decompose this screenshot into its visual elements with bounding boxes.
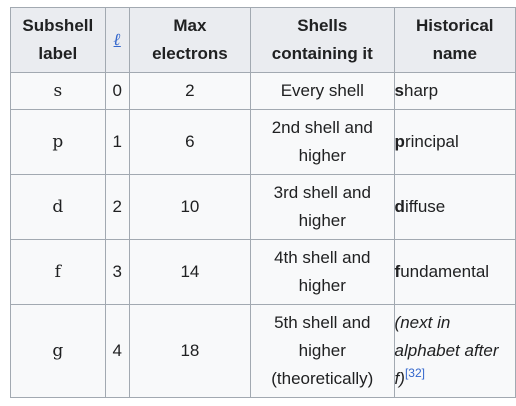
shells-cell: 5th shell and higher (theoretically) [250,304,395,398]
max-electrons-cell: 10 [128,174,252,240]
historical-name-cell: (next in alphabet after f)[32] [393,304,516,398]
subshell-label-cell: p [10,109,106,175]
shells-cell: 2nd shell and higher [250,109,395,175]
table-row: p 1 6 2nd shell and higher principal [10,109,516,175]
max-electrons-cell: 2 [128,72,252,110]
subshell-table: Subshell label ℓ Max electrons Shells co… [10,7,516,398]
table-row: s 0 2 Every shell sharp [10,72,516,110]
subshell-label-cell: f [10,239,106,305]
name-rest: harp [404,81,439,100]
ell-cell: 4 [104,304,130,398]
subshell-label-cell: g [10,304,106,398]
name-initial: f [394,262,401,281]
ell-cell: 3 [104,239,130,305]
name-note-line: alphabet after [394,341,499,360]
historical-name-cell: principal [393,109,516,175]
table-row: g 4 18 5th shell and higher (theoretical… [10,304,516,398]
table-row: f 3 14 4th shell and higher fundamental [10,239,516,305]
header-historical-name: Historical name [393,7,516,73]
name-rest: iffuse [404,197,446,216]
historical-name-cell: fundamental [393,239,516,305]
header-max-electrons: Max electrons [128,7,252,73]
header-shells-containing: Shells containing it [250,7,395,73]
table-row: d 2 10 3rd shell and higher diffuse [10,174,516,240]
citation-link[interactable]: [32] [404,366,425,380]
header-subshell-label: Subshell label [10,7,106,73]
name-note-line: (next in [394,313,451,332]
shells-cell: 4th shell and higher [250,239,395,305]
name-note-line: f) [394,369,405,388]
ell-cell: 1 [104,109,130,175]
name-rest: undamental [400,262,490,281]
shells-cell: Every shell [250,72,395,110]
historical-name-cell: diffuse [393,174,516,240]
name-rest: rincipal [404,132,459,151]
name-initial: d [394,197,405,216]
subshell-label-cell: s [10,72,106,110]
historical-name-cell: sharp [393,72,516,110]
ell-link[interactable]: ℓ [113,30,121,50]
name-initial: p [394,132,405,151]
max-electrons-cell: 14 [128,239,252,305]
shells-cell: 3rd shell and higher [250,174,395,240]
header-ell: ℓ [104,7,130,73]
ell-cell: 0 [104,72,130,110]
subshell-label-cell: d [10,174,106,240]
max-electrons-cell: 6 [128,109,252,175]
max-electrons-cell: 18 [128,304,252,398]
header-row: Subshell label ℓ Max electrons Shells co… [10,7,516,73]
name-initial: s [394,81,405,100]
ell-cell: 2 [104,174,130,240]
